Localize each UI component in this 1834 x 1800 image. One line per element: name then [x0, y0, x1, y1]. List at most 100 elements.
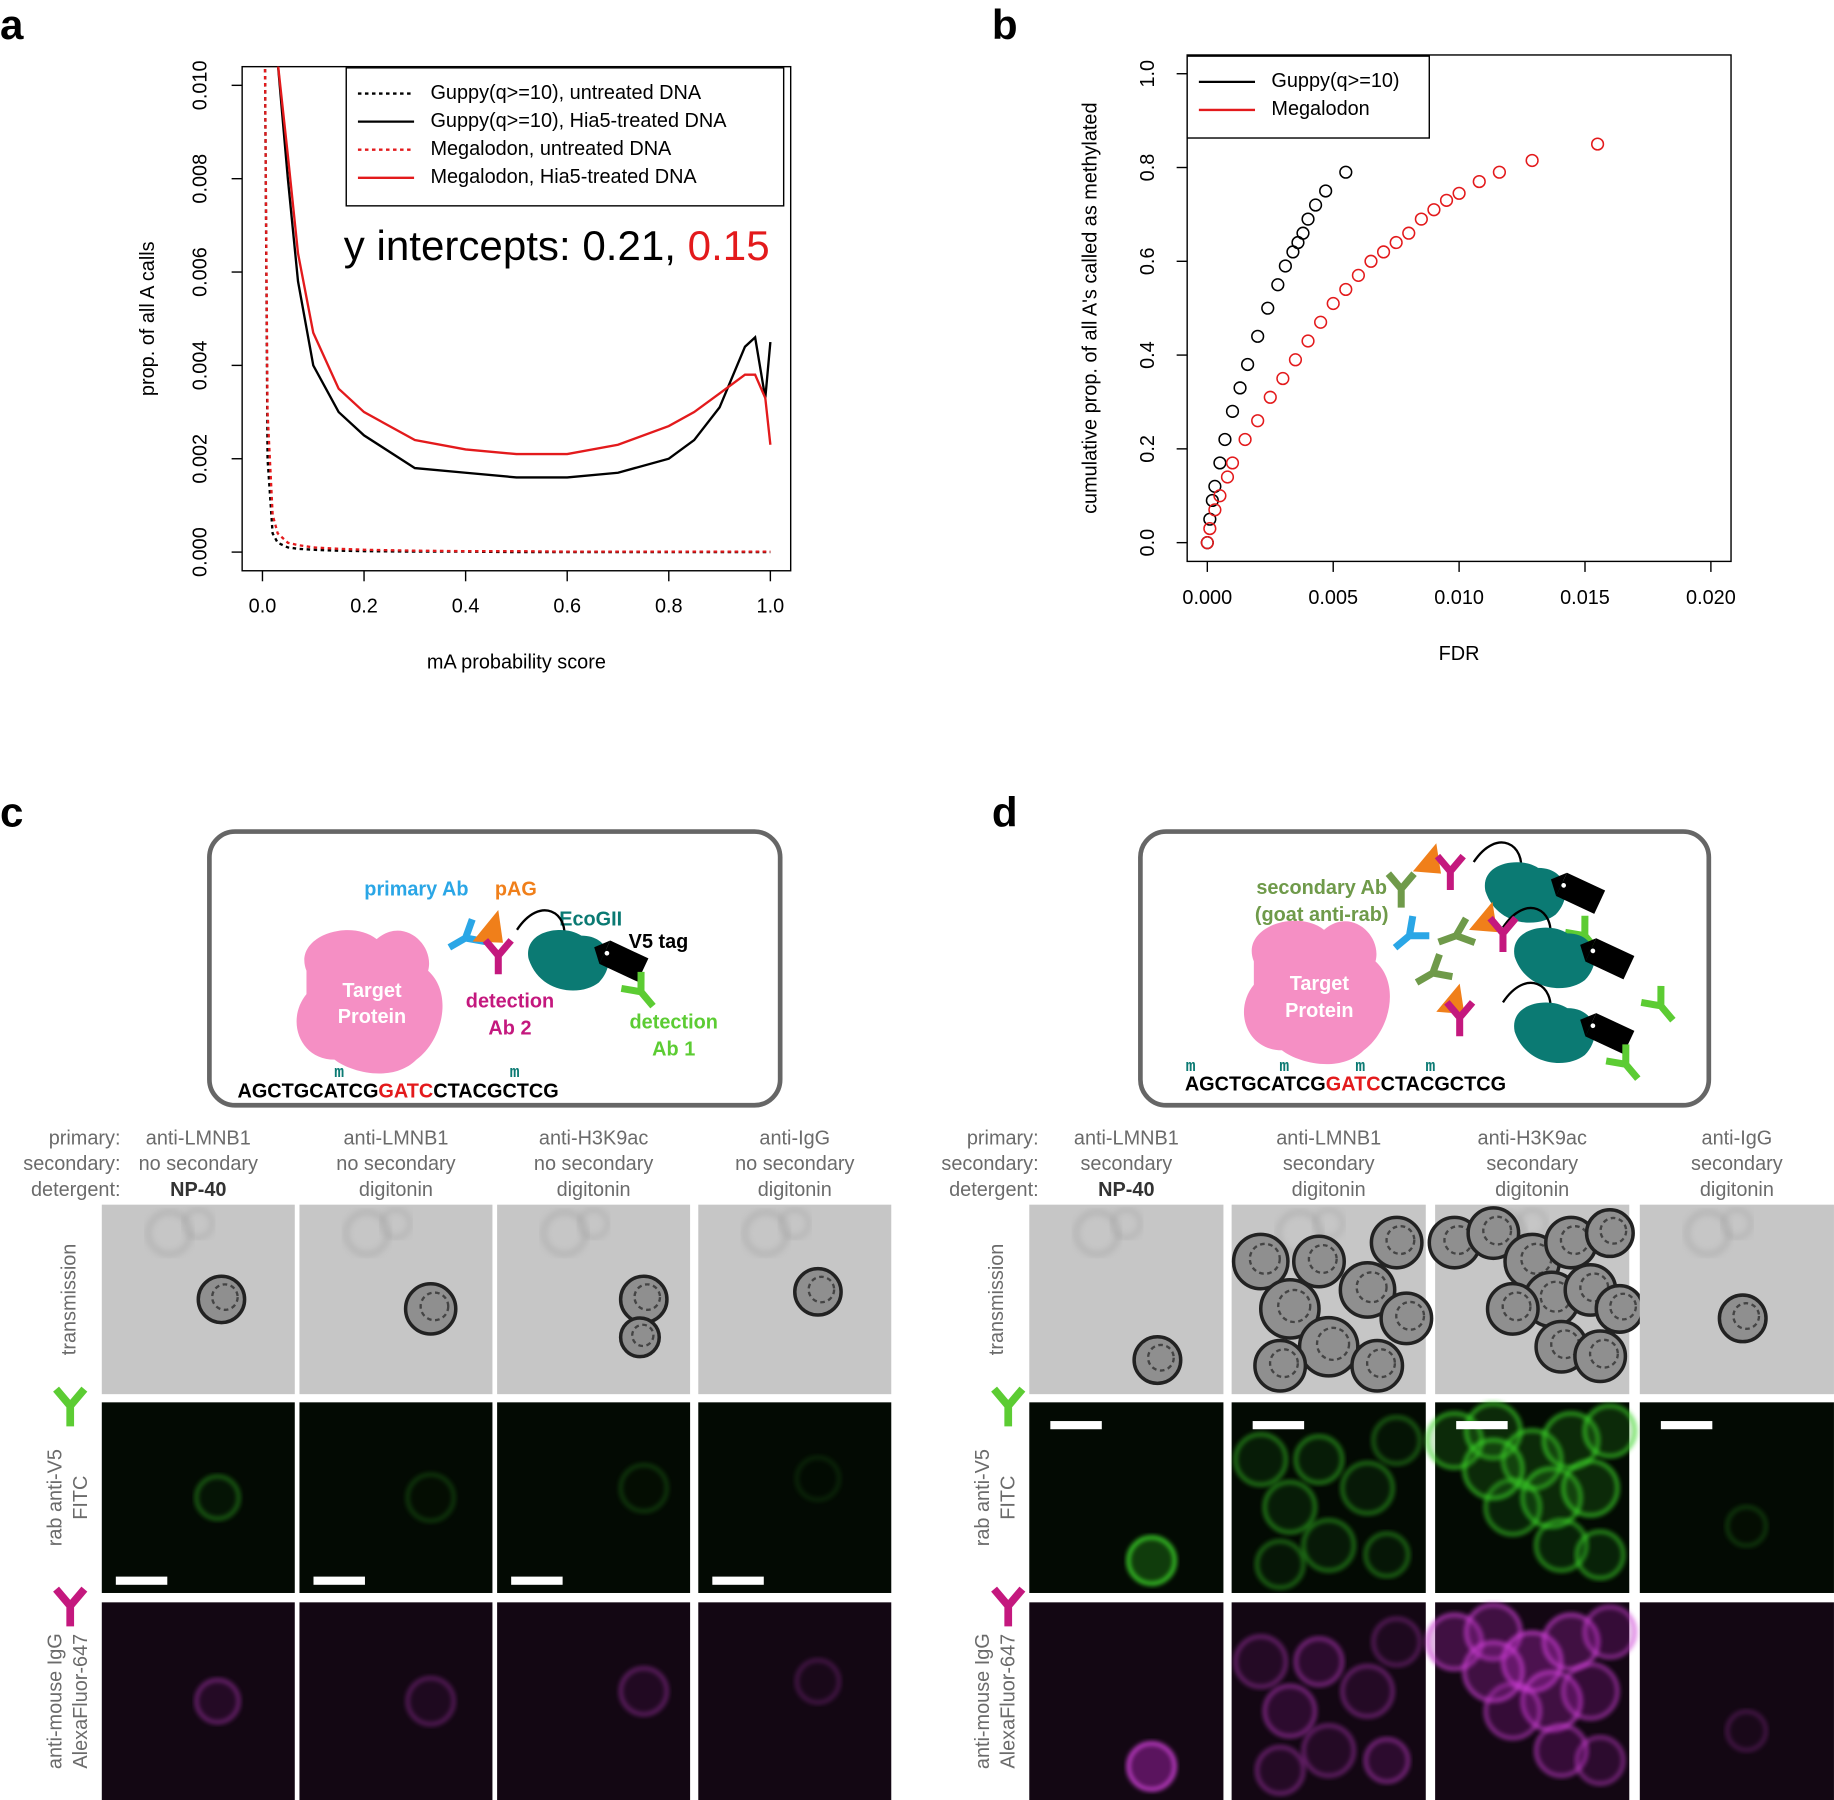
y-tick-label: 0.002 [189, 434, 211, 484]
cell [618, 1666, 669, 1717]
x-axis-label: mA probability score [427, 651, 606, 673]
column-header: anti-LMNB1 [146, 1127, 251, 1149]
annotation-part: y intercepts: 0.21, [344, 222, 676, 269]
cell-texture [1248, 1242, 1281, 1275]
line-series [277, 66, 772, 456]
cell [194, 1678, 241, 1725]
sequence-part: GATC [378, 1081, 433, 1103]
scatter-point [1213, 456, 1227, 470]
scatter-point [1261, 301, 1275, 315]
scatter-point [1296, 226, 1310, 240]
row-label: rab anti-V5 [44, 1449, 66, 1546]
cell [1262, 1480, 1317, 1535]
row-label: FITC [70, 1476, 92, 1520]
legend-box [345, 67, 785, 207]
v5-tag-hole [604, 950, 610, 956]
panel-label: b [992, 1, 1018, 48]
cell [1340, 1664, 1395, 1719]
cell [1371, 1415, 1422, 1466]
pag-shape [1469, 901, 1498, 933]
row-label: anti-mouse IgG [44, 1633, 66, 1769]
antibody-icon [1437, 916, 1477, 946]
micrograph [698, 1602, 892, 1800]
cell [1126, 1535, 1177, 1586]
micrograph [497, 1402, 691, 1593]
micrograph-shade [1721, 1207, 1753, 1240]
v5-tag [594, 940, 649, 982]
micrograph [1029, 1602, 1224, 1800]
x-tick-label: 0.000 [1182, 587, 1232, 609]
ecogii-shape [1514, 1002, 1595, 1063]
micrograph [299, 1402, 493, 1593]
cell [405, 1472, 456, 1523]
diagram-label: Protein [1285, 1000, 1353, 1022]
cell [1126, 1741, 1177, 1792]
panel-label: d [992, 788, 1018, 835]
x-tick-label: 0.0 [249, 595, 277, 617]
scatter-point [1376, 245, 1391, 259]
scatter-point [1319, 184, 1333, 198]
column-header: digitonin [359, 1179, 433, 1201]
panel-label: c [0, 788, 23, 835]
condition-label: secondary: [941, 1153, 1038, 1175]
scatter-point [1339, 165, 1353, 179]
column-header: digitonin [557, 1179, 631, 1201]
x-tick-label: 0.8 [655, 595, 683, 617]
cell [1561, 1459, 1620, 1518]
cell [1231, 1232, 1290, 1291]
cell [1301, 1723, 1356, 1778]
cell-texture [1146, 1343, 1175, 1372]
pag-shape [1436, 983, 1465, 1015]
sequence-part: AGCTGCATCG [1185, 1074, 1326, 1096]
column-header: anti-IgG [1702, 1127, 1773, 1149]
diagram-label: primary Ab [364, 878, 468, 900]
v5-tag-tip [1580, 938, 1597, 962]
line-series [276, 66, 772, 479]
v5-tag-tip [1550, 872, 1567, 897]
scale-bar [115, 1576, 168, 1585]
v5-tag [1550, 872, 1606, 914]
cell [1462, 1640, 1525, 1703]
scatter-point [1213, 489, 1227, 503]
scale-bar [1660, 1421, 1713, 1430]
scatter-point [1251, 329, 1265, 343]
column-header: anti-LMNB1 [1074, 1127, 1179, 1149]
micrograph [1029, 1204, 1224, 1395]
methyl-mark: m [1186, 1057, 1196, 1076]
cell-texture [1599, 1216, 1628, 1245]
methyl-mark: m [510, 1063, 520, 1082]
micrograph-shade [1110, 1207, 1143, 1240]
column-header: secondary [1691, 1153, 1783, 1175]
panel-label: a [0, 1, 24, 48]
y-tick-label: 0.4 [1137, 341, 1159, 369]
condition-label: detergent: [31, 1179, 121, 1201]
scatter-point [1452, 186, 1466, 200]
micrograph [299, 1602, 493, 1800]
scatter-point [1276, 371, 1290, 386]
column-header: no secondary [336, 1153, 455, 1175]
cell [1340, 1461, 1395, 1516]
scatter-point [1205, 493, 1219, 508]
cell-texture [1277, 1288, 1312, 1324]
x-tick-label: 0.015 [1560, 587, 1610, 609]
antibody-icon [482, 938, 514, 975]
v5-tag-hole [1590, 1023, 1596, 1029]
cell [1725, 1505, 1768, 1548]
micrograph-shade [778, 1207, 811, 1240]
ecogii-shape [1514, 927, 1595, 989]
v5-tag-body [599, 940, 649, 982]
methyl-mark: m [334, 1063, 344, 1082]
ecogii-shape [1484, 862, 1566, 923]
cell [1293, 1434, 1345, 1485]
scatter-point [1414, 212, 1428, 226]
cell [1371, 1616, 1422, 1667]
methyl-mark: m [1279, 1057, 1289, 1076]
antibody-icon [991, 1586, 1026, 1627]
antibody-icon [991, 1386, 1026, 1427]
methyl-mark: m [1426, 1057, 1436, 1076]
scatter-point [1225, 456, 1240, 470]
y-tick-label: 0.008 [189, 154, 211, 204]
x-tick-label: 0.4 [452, 595, 480, 617]
cell [1338, 1261, 1397, 1319]
